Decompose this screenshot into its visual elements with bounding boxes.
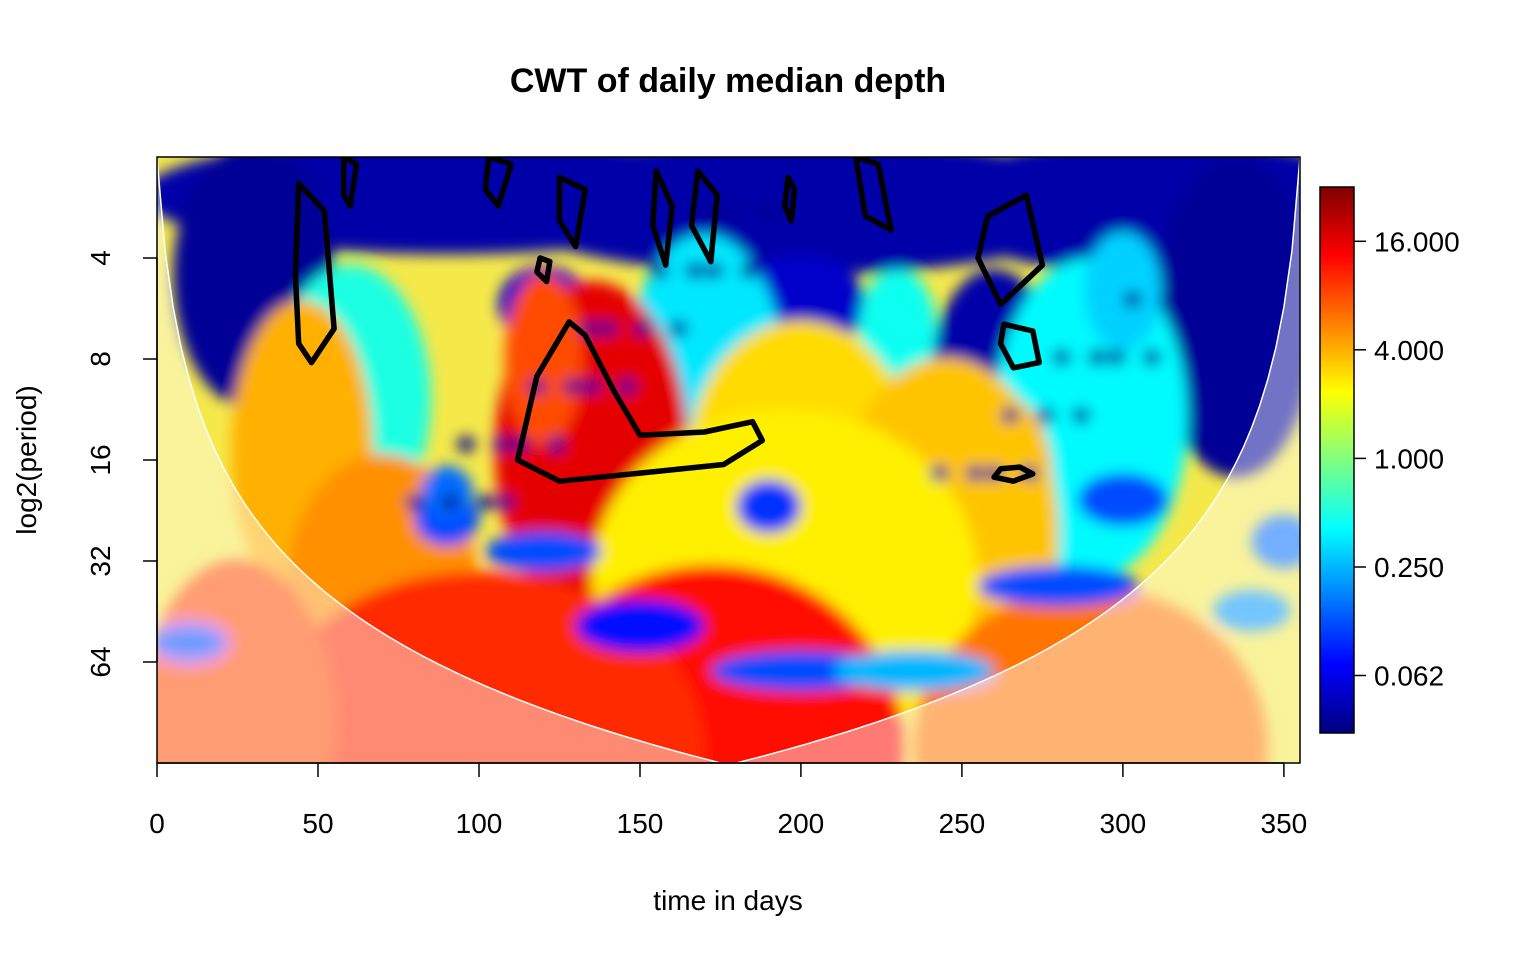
heatmap-spot-42 — [267, 233, 286, 250]
heatmap-spot-34 — [1072, 407, 1091, 424]
colorbar-tick-label: 0.062 — [1374, 661, 1444, 692]
heatmap-spot-33 — [705, 262, 723, 279]
significance-contour-5 — [650, 168, 675, 268]
heatmap-spot-26 — [634, 320, 653, 337]
plot-area — [157, 157, 1300, 763]
heatmap-spot-30 — [231, 233, 250, 250]
heatmap-spot-35 — [1178, 291, 1197, 308]
y-tick-label: 16 — [85, 444, 116, 475]
heatmap-spot-37 — [547, 436, 566, 453]
heatmap-spot-27 — [756, 204, 775, 221]
heatmap-blob-34 — [1213, 590, 1291, 632]
significance-contours — [292, 157, 1046, 484]
heatmap-blob-23 — [913, 587, 1268, 763]
cone-of-influence-line — [157, 157, 1300, 763]
heatmap-spot-4 — [930, 465, 949, 482]
heatmap-blob-32 — [1251, 514, 1300, 569]
x-axis: 0 50 100 150 200 250 300 350 — [149, 762, 1308, 839]
colorbar-tick-label: 4.000 — [1374, 335, 1444, 366]
significance-contour-10 — [340, 157, 360, 209]
heatmap-spot-16 — [965, 465, 984, 482]
heatmap-spot-5 — [1052, 349, 1071, 366]
heatmap-spot-17 — [1088, 349, 1107, 366]
heatmap-spot-7 — [405, 494, 424, 511]
heatmap-spot-29 — [1107, 349, 1126, 366]
heatmap-spot-6 — [1175, 233, 1194, 250]
heatmap-spot-20 — [563, 378, 582, 395]
heatmap-spot-19 — [441, 494, 459, 511]
colorbar-tick-label: 1.000 — [1374, 443, 1444, 474]
heatmap-spot-18 — [1194, 233, 1213, 250]
heatmap-spot-13 — [492, 436, 511, 453]
significance-contour-4 — [997, 321, 1042, 371]
significance-contour-3 — [975, 192, 1046, 308]
heatmap-blob-35 — [421, 465, 473, 520]
heatmap-spot-43 — [495, 494, 514, 511]
colorbar-ticks: 16.000 4.000 1.000 0.250 0.062 — [1354, 226, 1460, 692]
heatmap-spot-15 — [721, 204, 740, 221]
heatmap-spot-41 — [1142, 349, 1161, 366]
heatmap-blob-36 — [833, 650, 995, 692]
significance-contour-11 — [482, 157, 514, 209]
heatmap-spot-45 — [740, 262, 759, 279]
heatmap-blob-25 — [575, 599, 705, 653]
heatmap-spot-14 — [598, 320, 617, 337]
heatmap-blob-28 — [978, 565, 1139, 607]
heatmap-blob-11 — [858, 269, 937, 388]
heatmap-spot-23 — [1159, 291, 1177, 308]
colorbar-gradient — [1319, 186, 1355, 734]
heatmap-blob-12 — [1084, 231, 1162, 350]
heatmap-spot-21 — [685, 262, 704, 279]
x-tick-label: 350 — [1261, 808, 1308, 839]
heatmap-spot-32 — [582, 378, 601, 395]
heatmap-spot-10 — [1001, 407, 1020, 424]
significance-contour-2 — [991, 464, 1036, 484]
x-tick-label: 150 — [617, 808, 664, 839]
significance-contour-8 — [556, 174, 588, 250]
heatmap-spot-38 — [669, 320, 688, 337]
heatmap-spot-44 — [618, 378, 637, 395]
y-tick-label: 4 — [85, 250, 116, 266]
x-tick-label: 100 — [456, 808, 503, 839]
y-tick-label: 32 — [85, 545, 116, 576]
heatmap-blob-27 — [485, 531, 602, 572]
significance-contour-6 — [688, 168, 720, 265]
colorbar-tick-label: 0.250 — [1374, 552, 1444, 583]
significance-contour-9 — [852, 157, 894, 233]
colorbar: 16.000 4.000 1.000 0.250 0.062 — [1319, 186, 1460, 734]
x-tick-label: 250 — [939, 808, 986, 839]
heatmap-spot-0 — [212, 175, 231, 192]
chart-title: CWT of daily median depth — [510, 62, 946, 100]
heatmap-blob-33 — [157, 622, 228, 663]
heatmap-spot-12 — [247, 175, 266, 192]
cone-of-influence-shading — [157, 157, 1300, 763]
heatmap-spot-31 — [476, 494, 495, 511]
y-tick-label: 8 — [85, 351, 116, 367]
x-tick-label: 0 — [149, 808, 165, 839]
x-axis-label: time in days — [653, 885, 802, 916]
x-tick-label: 300 — [1100, 808, 1147, 839]
y-axis: 4 8 16 32 64 — [85, 250, 158, 678]
x-tick-label: 50 — [302, 808, 333, 839]
colorbar-tick-label: 16.000 — [1374, 226, 1460, 257]
heatmap-blob-30 — [1077, 473, 1168, 527]
heatmap-blob-24 — [157, 559, 335, 763]
power-heatmap — [157, 157, 1300, 763]
y-axis-label: log2(period) — [11, 385, 42, 534]
heatmap-blob-15 — [504, 273, 582, 445]
heatmap-spot-11 — [1123, 291, 1142, 308]
significance-contour-7 — [534, 255, 553, 285]
significance-contour-1 — [292, 180, 337, 366]
heatmap-spot-1 — [457, 436, 476, 453]
y-tick-label: 64 — [85, 646, 116, 677]
heatmap-spot-36 — [302, 175, 321, 192]
x-tick-label: 200 — [778, 808, 825, 839]
significance-contour-12 — [782, 174, 798, 224]
significance-contour-0 — [514, 319, 766, 484]
heatmap-spot-22 — [1036, 407, 1055, 424]
heatmap-blob-2 — [929, 157, 1300, 275]
heatmap-blob-29 — [736, 479, 801, 533]
